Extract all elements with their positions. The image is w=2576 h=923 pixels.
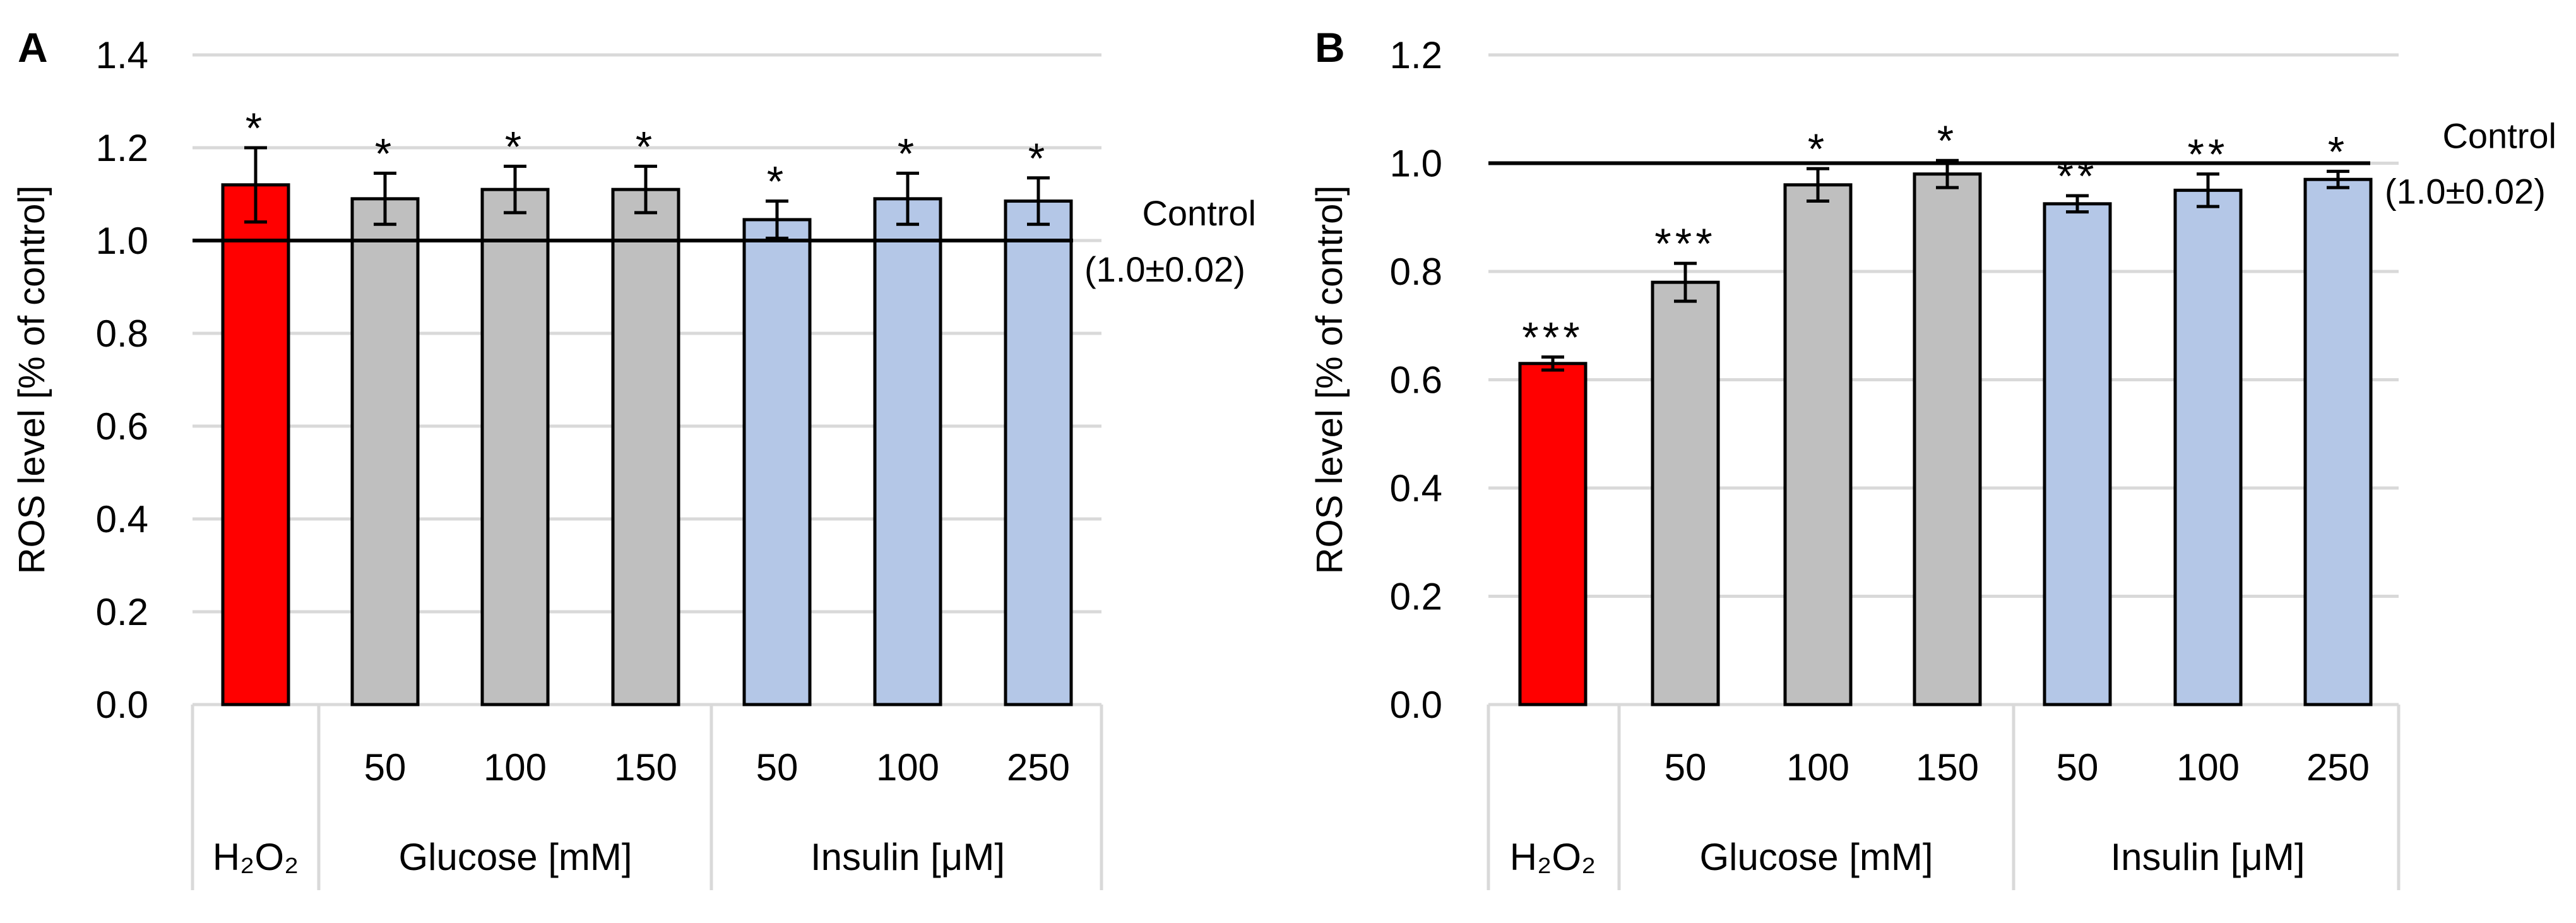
- y-tick-label: 0.4: [1390, 467, 1442, 509]
- x-tick-label: 100: [2176, 746, 2240, 789]
- x-group-label: H₂O₂: [213, 836, 299, 878]
- significance-marker: ***: [1654, 220, 1716, 268]
- significance-marker: *: [636, 122, 656, 170]
- x-group-label: Glucose [mM]: [398, 836, 632, 878]
- y-tick-label: 0.2: [96, 591, 148, 633]
- y-tick-label: 1.0: [1390, 143, 1442, 185]
- bar: [742, 218, 812, 706]
- x-tick-label: 250: [2306, 746, 2370, 789]
- x-group-label: Insulin [μM]: [810, 836, 1005, 878]
- y-tick-label: 0.2: [1390, 576, 1442, 618]
- significance-marker: *: [898, 129, 918, 177]
- bar: [2043, 202, 2112, 706]
- x-tick-label: 50: [2057, 746, 2099, 789]
- control-sublabel: (1.0±0.02): [2385, 172, 2546, 211]
- significance-marker: *: [246, 104, 266, 152]
- significance-marker: *: [1808, 125, 1828, 173]
- y-tick-label: 0.8: [96, 313, 148, 355]
- significance-marker: *: [505, 122, 525, 170]
- significance-marker: *: [767, 158, 787, 206]
- bar: [1004, 199, 1073, 706]
- y-tick-label: 0.6: [96, 405, 148, 448]
- x-tick-label: 50: [1665, 746, 1707, 789]
- x-tick-label: 50: [756, 746, 798, 789]
- bar: [1913, 172, 1982, 706]
- y-tick-label: 1.2: [1390, 34, 1442, 76]
- y-tick-label: 0.4: [96, 498, 148, 540]
- y-tick-label: 0.0: [1390, 684, 1442, 726]
- bar: [350, 197, 420, 706]
- y-tick-label: 1.4: [96, 34, 148, 76]
- y-tick-label: 1.2: [96, 127, 148, 169]
- y-tick-label: 1.0: [96, 220, 148, 262]
- bar: [611, 188, 680, 706]
- x-group-label: H₂O₂: [1510, 836, 1596, 878]
- y-tick-label: 0.6: [1390, 359, 1442, 402]
- x-tick-label: 50: [364, 746, 407, 789]
- bar: [480, 188, 550, 706]
- control-sublabel: (1.0±0.02): [1084, 249, 1245, 289]
- significance-marker: *: [1028, 134, 1048, 182]
- significance-marker: ***: [1522, 313, 1583, 361]
- x-tick-label: 150: [614, 746, 677, 789]
- bar: [221, 183, 290, 706]
- significance-marker: **: [2057, 152, 2098, 200]
- bar: [873, 197, 942, 706]
- significance-marker: **: [2188, 131, 2229, 179]
- x-group-label: Insulin [μM]: [2111, 836, 2305, 878]
- panel-label: A: [18, 24, 48, 71]
- y-tick-label: 0.8: [1390, 251, 1442, 293]
- x-tick-label: 100: [484, 746, 547, 789]
- y-axis-title: ROS level [% of control]: [11, 186, 52, 575]
- control-label: Control: [1142, 193, 1256, 233]
- significance-marker: *: [1937, 117, 1957, 165]
- significance-marker: *: [375, 129, 395, 177]
- x-group-label: Glucose [mM]: [1699, 836, 1933, 878]
- x-tick-label: 100: [876, 746, 939, 789]
- significance-marker: *: [2328, 128, 2348, 176]
- bar: [1518, 362, 1588, 706]
- bar: [1651, 280, 1720, 706]
- y-axis-title: ROS level [% of control]: [1309, 186, 1350, 575]
- x-tick-label: 150: [1916, 746, 1979, 789]
- bar: [1783, 183, 1853, 706]
- bar: [2173, 188, 2243, 706]
- y-tick-label: 0.0: [96, 684, 148, 726]
- x-tick-label: 100: [1786, 746, 1849, 789]
- panel-label: B: [1315, 24, 1345, 71]
- x-tick-label: 250: [1007, 746, 1070, 789]
- bar: [2303, 177, 2373, 706]
- control-label: Control: [2442, 116, 2556, 156]
